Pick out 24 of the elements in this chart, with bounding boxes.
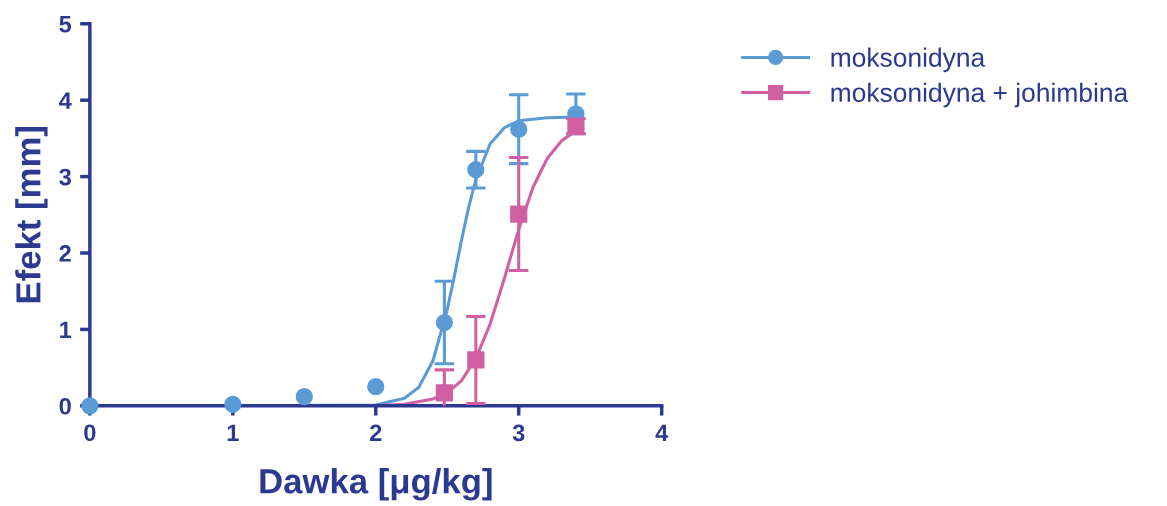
x-tick-label: 1 bbox=[227, 424, 239, 441]
y-tick-label: 3 bbox=[59, 168, 71, 186]
legend-label: moksonidyna bbox=[831, 47, 986, 73]
x-tick-label: 2 bbox=[370, 424, 382, 441]
point bbox=[510, 120, 528, 138]
point bbox=[295, 388, 313, 406]
y-axis-title: Efekt [mm] bbox=[15, 127, 48, 303]
legend-label: moksonidyna + johimbina bbox=[831, 82, 1129, 108]
point bbox=[435, 313, 454, 332]
y-tick-label: 5 bbox=[59, 16, 72, 33]
x-axis-title: Dawka [μg/kg] bbox=[260, 468, 492, 501]
x-tick-label: 3 bbox=[512, 424, 525, 442]
point bbox=[367, 378, 385, 396]
y-tick-label: 1 bbox=[60, 321, 72, 338]
y-tick-label: 0 bbox=[59, 397, 71, 415]
x-tick-label: 0 bbox=[84, 424, 96, 442]
y-tick-label: 2 bbox=[59, 245, 71, 262]
point bbox=[435, 384, 454, 402]
point bbox=[510, 205, 528, 223]
point bbox=[467, 161, 485, 179]
point bbox=[224, 395, 242, 413]
y-tick-label: 4 bbox=[59, 92, 72, 109]
point bbox=[467, 351, 485, 369]
x-tick-label: 4 bbox=[655, 424, 669, 441]
